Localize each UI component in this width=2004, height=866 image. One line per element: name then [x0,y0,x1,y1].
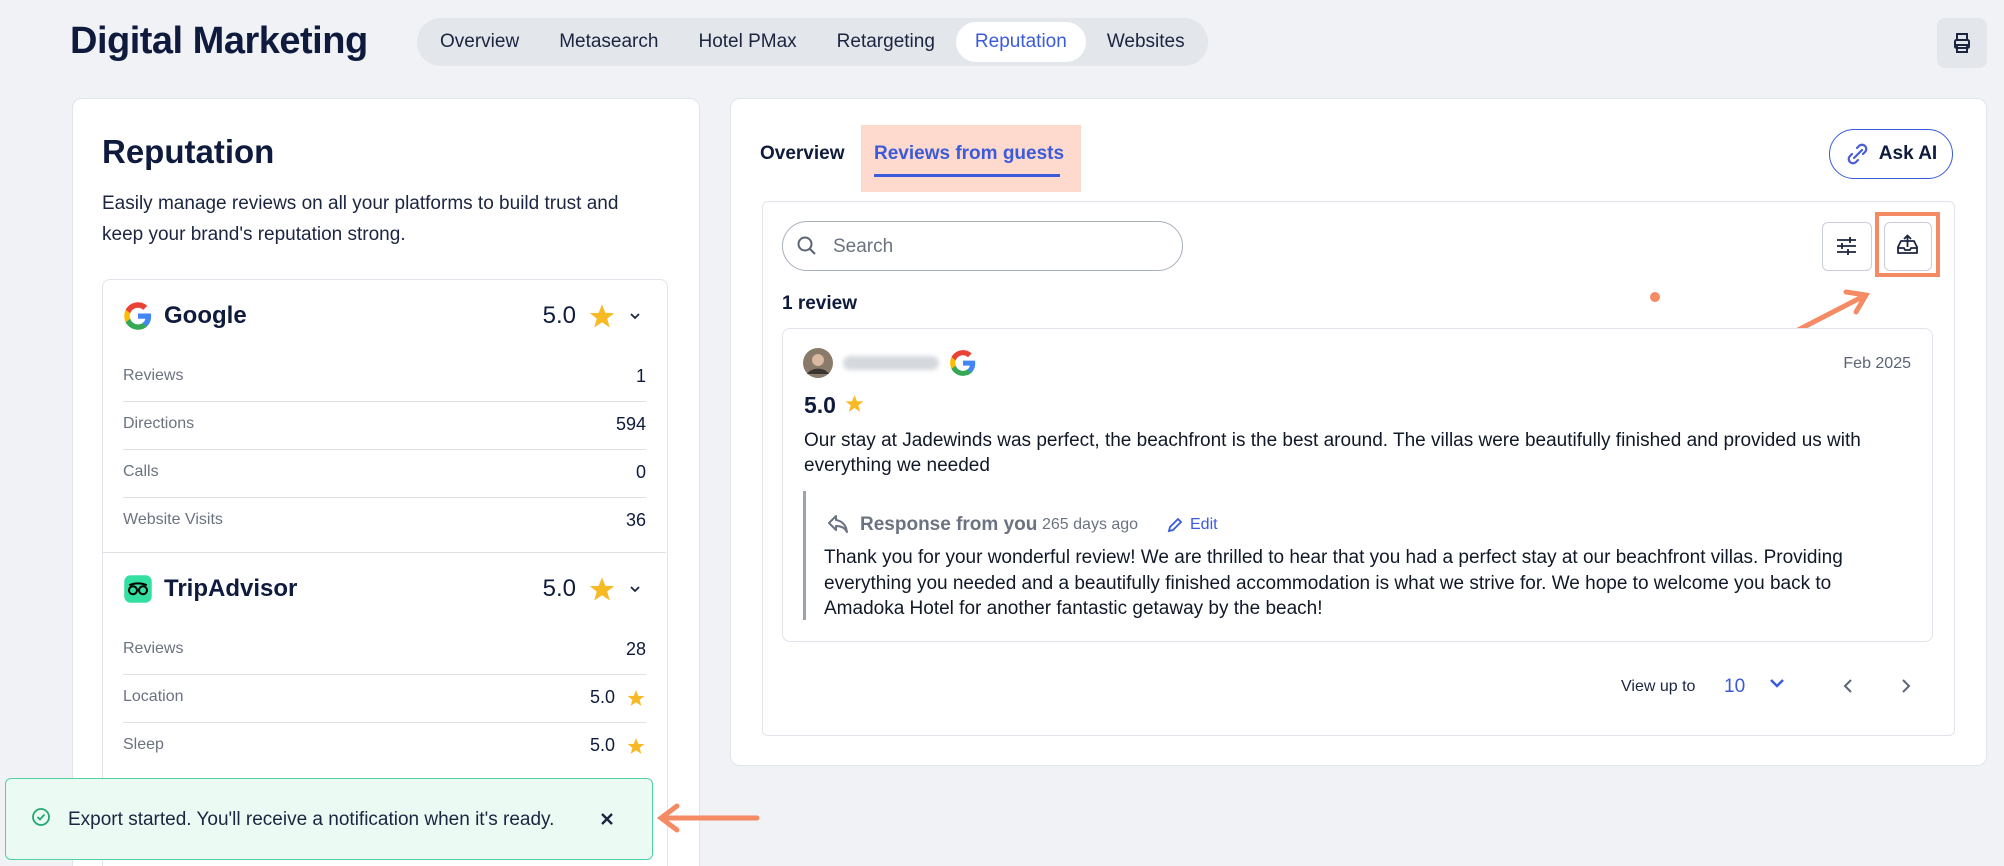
page-title: Digital Marketing [70,20,368,62]
next-page[interactable] [1896,676,1916,696]
review-tab[interactable]: Reviews from guests [874,143,1065,164]
annotation-arrow [1650,289,1871,333]
platform-rating: 5.0 [542,302,576,329]
print-icon [1954,33,1970,53]
card-description: Easily manage reviews on all your platfo… [102,193,619,245]
tab-bar: Overview Metasearch Hotel PMax Retargeting R… [417,18,1208,66]
platform-divider [103,552,666,553]
expand-chevron-wrap [628,309,642,323]
search-placeholder: Search [833,236,894,257]
platform-logo [124,302,152,330]
metric-value: 5.0 [589,735,615,755]
search-box[interactable]: Search [782,221,1183,271]
metric-label: Sleep [123,736,164,753]
metric-value: 5.0 [589,687,615,707]
nav-tab[interactable]: Hotel PMax [698,31,797,52]
metric-label: Reviews [123,367,184,384]
avatar [803,348,833,378]
platform-name: TripAdvisor [164,575,298,602]
prev-page[interactable] [1838,676,1858,696]
metric-label: Directions [123,415,195,432]
nav-tab[interactable]: Reputation [955,22,1086,62]
star [627,738,645,754]
reply-icon [828,515,848,533]
platform-box [102,279,668,866]
expand-chevron [630,586,640,593]
row-divider [123,497,646,498]
toast-arrow [656,803,760,833]
star [589,577,615,601]
platform-name: Google [164,302,247,329]
star [845,395,864,412]
metric-label: Website Visits [123,511,223,528]
export-icon [1897,234,1918,254]
toast-message: Export started. You'll receive a notific… [68,809,555,830]
nav-tab[interactable]: Retargeting [836,31,935,52]
metric-value: 28 [625,639,646,659]
metric-label: Calls [123,463,159,480]
star-wrap [845,394,864,413]
pagination-label: View up to [1621,678,1696,695]
highlight-box [1875,212,1940,277]
platform-logo-wrap [123,574,153,604]
edit-icon [1167,517,1183,533]
tab-highlight [861,125,1081,192]
metric-value: 0 [635,462,646,482]
response-text: Thank you for your wonderful review! We … [824,547,1843,619]
row-divider [123,401,646,402]
expand-chevron-wrap [628,582,642,596]
edit-link[interactable]: Edit [1190,516,1218,533]
row-divider [123,722,646,723]
expand-chevron [630,313,640,320]
export-button[interactable] [1884,222,1932,271]
card-title: Reputation [102,133,275,170]
review-date: Feb 2025 [1843,355,1911,372]
review-card [782,328,1933,642]
platform-logo-wrap [123,301,153,331]
row-divider [123,449,646,450]
print-button[interactable] [1937,18,1987,68]
nav-tab[interactable]: Overview [440,31,520,52]
platform-logo [124,575,152,603]
platform-rating: 5.0 [542,575,576,602]
response-age: 265 days ago [1042,516,1139,533]
review-rating: 5.0 [804,392,836,418]
review-text: Our stay at Jadewinds was perfect, the b… [804,430,1861,476]
ai-icon [1847,143,1868,165]
metric-value: 594 [615,414,646,434]
metric-value: 36 [625,510,646,530]
filter-button[interactable] [1822,222,1872,271]
ask-ai-label: Ask AI [1878,143,1938,164]
star-wrap [589,303,615,329]
review-count: 1 review [782,293,857,314]
metric-value: 1 [635,366,646,386]
review-tab[interactable]: Overview [760,143,845,164]
nav-tab[interactable]: Websites [1106,31,1185,52]
star-wrap [589,576,615,602]
toast: Export started. You'll receive a notific… [5,778,653,860]
toast-close[interactable] [598,810,616,828]
response-title: Response from you [860,514,1038,535]
star-wrap [627,737,645,755]
nav-tab[interactable]: Metasearch [559,31,659,52]
star-wrap [627,689,645,707]
google-logo [950,350,976,376]
success-icon [32,808,50,826]
response-border [803,491,806,620]
ask-ai-button[interactable]: Ask AI [1829,129,1953,179]
star [589,304,615,328]
page-size-chevron[interactable] [1767,676,1787,692]
search-icon [797,236,816,255]
row-divider [123,674,646,675]
filter-icon [1837,237,1856,255]
metric-label: Reviews [123,640,184,657]
tab-underline [874,174,1060,177]
reviewer-name-blurred [843,356,939,370]
star [627,690,645,706]
metric-label: Location [123,688,184,705]
page-size-value[interactable]: 10 [1724,676,1746,697]
